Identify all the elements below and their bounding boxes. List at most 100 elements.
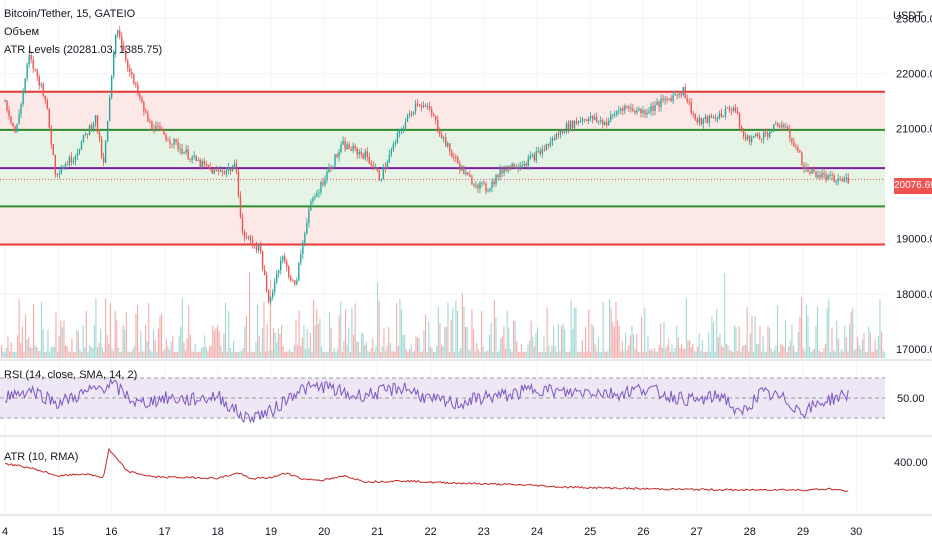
volume-bar bbox=[658, 344, 660, 358]
volume-bar bbox=[106, 334, 108, 358]
volume-bar bbox=[881, 331, 883, 358]
volume-bar bbox=[679, 347, 681, 358]
candle-body bbox=[314, 196, 316, 199]
volume-bar bbox=[209, 346, 211, 358]
candle-body bbox=[553, 138, 556, 140]
candle-body bbox=[428, 106, 431, 110]
candle-body bbox=[831, 174, 833, 176]
volume-bar bbox=[748, 351, 750, 358]
rsi-legend[interactable]: RSI (14, close, SMA, 14, 2) bbox=[4, 369, 138, 381]
atr-legend[interactable]: ATR (10, RMA) bbox=[4, 451, 79, 463]
volume-bar bbox=[292, 351, 294, 358]
volume-bar bbox=[525, 351, 527, 358]
time-tick-label: 29 bbox=[797, 526, 809, 538]
volume-bar bbox=[802, 347, 804, 358]
symbol-title[interactable]: Bitcoin/Tether, 15, GATEIO bbox=[4, 8, 136, 20]
candle-body bbox=[593, 116, 596, 120]
candle-body bbox=[382, 166, 385, 180]
volume-bar bbox=[333, 348, 335, 358]
candle-body bbox=[676, 94, 678, 96]
volume-bar bbox=[818, 351, 820, 358]
volume-bar bbox=[577, 351, 579, 358]
volume-bar bbox=[700, 350, 702, 358]
candle-body bbox=[300, 254, 302, 263]
volume-bar bbox=[708, 332, 710, 358]
volume-legend[interactable]: Объем bbox=[4, 26, 40, 38]
volume-bar bbox=[573, 308, 575, 358]
volume-bar bbox=[725, 343, 727, 358]
candle-body bbox=[436, 119, 439, 131]
candle-body bbox=[32, 59, 34, 69]
time-tick-label: 22 bbox=[424, 526, 436, 538]
candle-body bbox=[702, 118, 705, 124]
candle-body bbox=[207, 164, 209, 168]
candle-body bbox=[241, 217, 244, 232]
volume-bar bbox=[261, 327, 263, 358]
volume-bar bbox=[753, 351, 755, 358]
volume-bar bbox=[111, 348, 113, 358]
candle-body bbox=[368, 156, 370, 164]
candle-body bbox=[523, 163, 525, 166]
candle-body bbox=[833, 175, 835, 183]
volume-bar bbox=[706, 351, 708, 358]
candle-body bbox=[88, 125, 91, 135]
volume-bar bbox=[303, 325, 305, 358]
volume-bar bbox=[396, 303, 398, 358]
volume-bar bbox=[295, 319, 297, 358]
volume-bar bbox=[538, 351, 540, 358]
volume-bar bbox=[866, 351, 868, 358]
candle-body bbox=[732, 107, 735, 111]
volume-bar bbox=[154, 339, 156, 358]
volume-bar bbox=[676, 325, 678, 358]
candle-body bbox=[8, 110, 10, 117]
candle-body bbox=[597, 120, 600, 122]
time-tick-label: 25 bbox=[584, 526, 596, 538]
atr-pane[interactable] bbox=[4, 447, 849, 492]
volume-bar bbox=[213, 330, 215, 358]
candle-body bbox=[487, 190, 489, 192]
candle-body bbox=[378, 170, 381, 181]
volume-bar bbox=[255, 342, 257, 358]
candle-body bbox=[557, 133, 560, 135]
candle-body bbox=[48, 108, 50, 128]
volume-bar bbox=[274, 332, 276, 358]
volume-bar bbox=[482, 346, 484, 358]
candle-body bbox=[481, 182, 483, 184]
candle-body bbox=[322, 182, 324, 186]
candle-body bbox=[628, 106, 630, 109]
volume-bar bbox=[524, 351, 526, 358]
volume-bar bbox=[884, 351, 886, 358]
time-axis[interactable]: 4 15 16 17 18 19 20 21 22 23 24 25 26 27 28 29 30 bbox=[2, 526, 862, 538]
candle-body bbox=[78, 149, 81, 154]
atr-levels-legend[interactable]: ATR Levels (20281.03, 1385.75) bbox=[4, 44, 163, 56]
rsi-pane[interactable] bbox=[0, 377, 885, 424]
volume-bar bbox=[121, 351, 123, 358]
volume-bar bbox=[599, 351, 601, 358]
volume-bar bbox=[20, 342, 22, 358]
volume-bar bbox=[335, 352, 337, 358]
candle-body bbox=[509, 165, 511, 168]
volume-bar bbox=[625, 332, 627, 358]
volume-bar bbox=[692, 343, 694, 358]
volume-bar bbox=[2, 351, 4, 358]
volume-bar bbox=[749, 333, 751, 358]
volume-bar bbox=[159, 316, 161, 358]
atr-line bbox=[4, 447, 849, 492]
candle-body bbox=[189, 158, 191, 160]
volume-bar bbox=[477, 349, 479, 358]
candle-body bbox=[521, 165, 523, 167]
volume-bar bbox=[351, 307, 353, 358]
volume-bar bbox=[650, 349, 652, 358]
candle-body bbox=[133, 74, 135, 84]
volume-bar bbox=[461, 293, 463, 358]
volume-bar bbox=[642, 351, 644, 358]
volume-bar bbox=[370, 348, 372, 358]
candle-body bbox=[40, 84, 42, 86]
candle-body bbox=[294, 280, 296, 285]
candle-body bbox=[320, 182, 322, 193]
volume-bar bbox=[277, 328, 279, 358]
volume-bar bbox=[789, 340, 791, 358]
volume-bar bbox=[559, 351, 561, 358]
candle-body bbox=[809, 171, 811, 174]
